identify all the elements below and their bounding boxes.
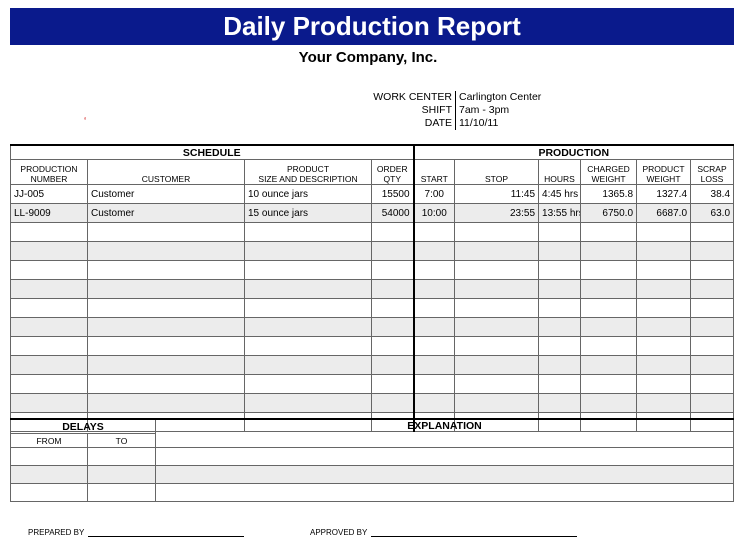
col-product: PRODUCT SIZE AND DESCRIPTION: [244, 159, 372, 185]
cell-start[interactable]: 7:00: [412, 184, 456, 204]
cell-customer[interactable]: Customer: [87, 184, 245, 204]
cell-product[interactable]: 10 ounce jars: [244, 184, 372, 204]
table-row-empty: [10, 298, 735, 318]
prepared-by-line[interactable]: [88, 526, 245, 537]
cell-number[interactable]: JJ-005: [10, 184, 88, 204]
info-row-shift: SHIFT 7am - 3pm: [340, 104, 541, 117]
header-line: WEIGHT: [646, 174, 681, 184]
prepared-by-label: PREPARED BY: [28, 528, 85, 537]
cell-product[interactable]: 15 ounce jars: [244, 203, 372, 223]
cell-scrap[interactable]: 63.0: [690, 203, 735, 223]
cell-product-weight[interactable]: 6687.0: [636, 203, 692, 223]
header-line: PRODUCT: [642, 164, 685, 174]
info-value: Carlington Center: [459, 91, 542, 103]
cell-qty[interactable]: 15500: [370, 184, 415, 204]
table-row-empty: [10, 393, 735, 413]
table-row: JJ-005 Customer 10 ounce jars 15500 7:00…: [10, 184, 735, 204]
info-label: DATE: [340, 117, 456, 130]
delay-row: [10, 447, 735, 466]
info-row-date: DATE 11/10/11: [340, 117, 541, 130]
header-line: PRODUCT: [286, 164, 330, 174]
table-row: LL-9009 Customer 15 ounce jars 54000 10:…: [10, 203, 735, 223]
cell-hours[interactable]: 13:55 hrs: [538, 203, 582, 223]
header-line: QTY: [383, 174, 401, 184]
cell-stop[interactable]: 23:55: [454, 203, 540, 223]
schedule-section-header: SCHEDULE: [9, 144, 415, 160]
col-to: TO: [86, 433, 157, 448]
production-section-header: PRODUCTION: [412, 144, 735, 160]
info-block: WORK CENTER Carlington Center SHIFT 7am …: [340, 91, 541, 130]
explanation-header: EXPLANATION: [155, 418, 735, 448]
header-line: CHARGED: [587, 164, 630, 174]
col-product-weight: PRODUCT WEIGHT: [636, 159, 692, 185]
col-hours: HOURS: [538, 159, 582, 185]
header-line: NUMBER: [30, 174, 68, 184]
delays-table: DELAYS EXPLANATION FROM TO: [9, 418, 735, 502]
approved-by-label: APPROVED BY: [310, 528, 368, 537]
col-order-qty: ORDER QTY: [370, 159, 415, 185]
cell-start[interactable]: 10:00: [412, 203, 456, 223]
col-stop: STOP: [454, 159, 540, 185]
table-row-empty: [10, 279, 735, 299]
col-production-number: PRODUCTION NUMBER: [10, 159, 88, 185]
col-scrap-loss: SCRAP LOSS: [690, 159, 735, 185]
cell-hours[interactable]: 4:45 hrs: [538, 184, 582, 204]
table-row-empty: [10, 260, 735, 280]
prepared-by: PREPARED BY: [28, 526, 245, 537]
info-row-work-center: WORK CENTER Carlington Center: [340, 91, 541, 104]
header-line: LOSS: [700, 174, 724, 184]
cell-customer[interactable]: Customer: [87, 203, 245, 223]
header-line: SIZE AND DESCRIPTION: [258, 174, 358, 184]
info-value: 11/10/11: [459, 117, 499, 129]
stray-mark: ‘: [84, 116, 87, 127]
table-row-empty: [10, 336, 735, 356]
cell-charged[interactable]: 6750.0: [580, 203, 638, 223]
delays-header: DELAYS: [9, 418, 157, 434]
col-charged-weight: CHARGED WEIGHT: [580, 159, 638, 185]
company-name: Your Company, Inc.: [298, 49, 438, 66]
info-label: SHIFT: [340, 104, 456, 117]
production-table: SCHEDULE PRODUCTION PRODUCTION NUMBER CUS…: [9, 144, 735, 432]
header-line: WEIGHT: [591, 174, 626, 184]
table-row-empty: [10, 222, 735, 242]
cell-product-weight[interactable]: 1327.4: [636, 184, 692, 204]
col-start: START: [412, 159, 456, 185]
report-title: Daily Production Report: [10, 8, 734, 45]
header-line: PRODUCTION: [20, 164, 78, 174]
cell-qty[interactable]: 54000: [370, 203, 415, 223]
cell-number[interactable]: LL-9009: [10, 203, 88, 223]
info-label: WORK CENTER: [340, 91, 456, 104]
delay-row: [10, 483, 735, 502]
table-row-empty: [10, 317, 735, 337]
table-row-empty: [10, 374, 735, 394]
delay-row: [10, 465, 735, 484]
approved-by-line[interactable]: [371, 526, 578, 537]
approved-by: APPROVED BY: [310, 526, 578, 537]
table-row-empty: [10, 355, 735, 375]
header-line: ORDER: [376, 164, 408, 174]
col-from: FROM: [10, 433, 88, 448]
col-customer: CUSTOMER: [87, 159, 245, 185]
table-row-empty: [10, 241, 735, 261]
cell-scrap[interactable]: 38.4: [690, 184, 735, 204]
header-line: SCRAP: [697, 164, 727, 174]
info-value: 7am - 3pm: [459, 104, 510, 116]
cell-stop[interactable]: 11:45: [454, 184, 540, 204]
cell-charged[interactable]: 1365.8: [580, 184, 638, 204]
